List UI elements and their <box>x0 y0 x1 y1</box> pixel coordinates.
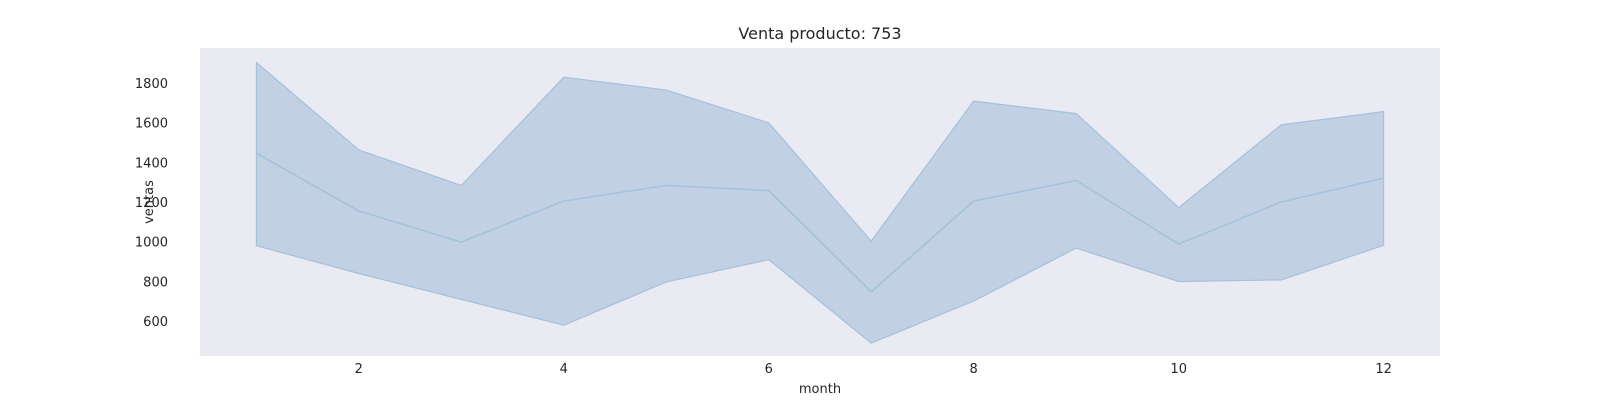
y-tick-label: 1200 <box>135 196 168 211</box>
confidence-band <box>255 61 1385 344</box>
series-line-layer <box>256 152 1384 293</box>
y-tick-label: 600 <box>143 315 168 330</box>
y-tick-label: 1000 <box>135 236 168 251</box>
series-line <box>256 152 1384 293</box>
y-tick-label: 1600 <box>135 117 168 132</box>
confidence-band-layer <box>255 61 1385 344</box>
chart-title: Venta producto: 753 <box>738 24 901 43</box>
y-axis-label: ventas <box>142 180 157 224</box>
y-tick-label: 1800 <box>135 77 168 92</box>
x-tick-label: 6 <box>765 362 773 377</box>
x-tick-labels: 2 4 6 8 10 12 <box>355 362 1392 377</box>
x-tick-label: 2 <box>355 362 363 377</box>
x-axis-label: month <box>799 382 841 397</box>
x-tick-label: 10 <box>1170 362 1187 377</box>
y-tick-labels: 600 800 1000 1200 1400 1600 1800 <box>135 77 168 330</box>
x-tick-label: 8 <box>970 362 978 377</box>
y-tick-label: 1400 <box>135 156 168 171</box>
x-tick-label: 12 <box>1375 362 1392 377</box>
x-tick-label: 4 <box>560 362 568 377</box>
y-tick-label: 800 <box>143 276 168 291</box>
